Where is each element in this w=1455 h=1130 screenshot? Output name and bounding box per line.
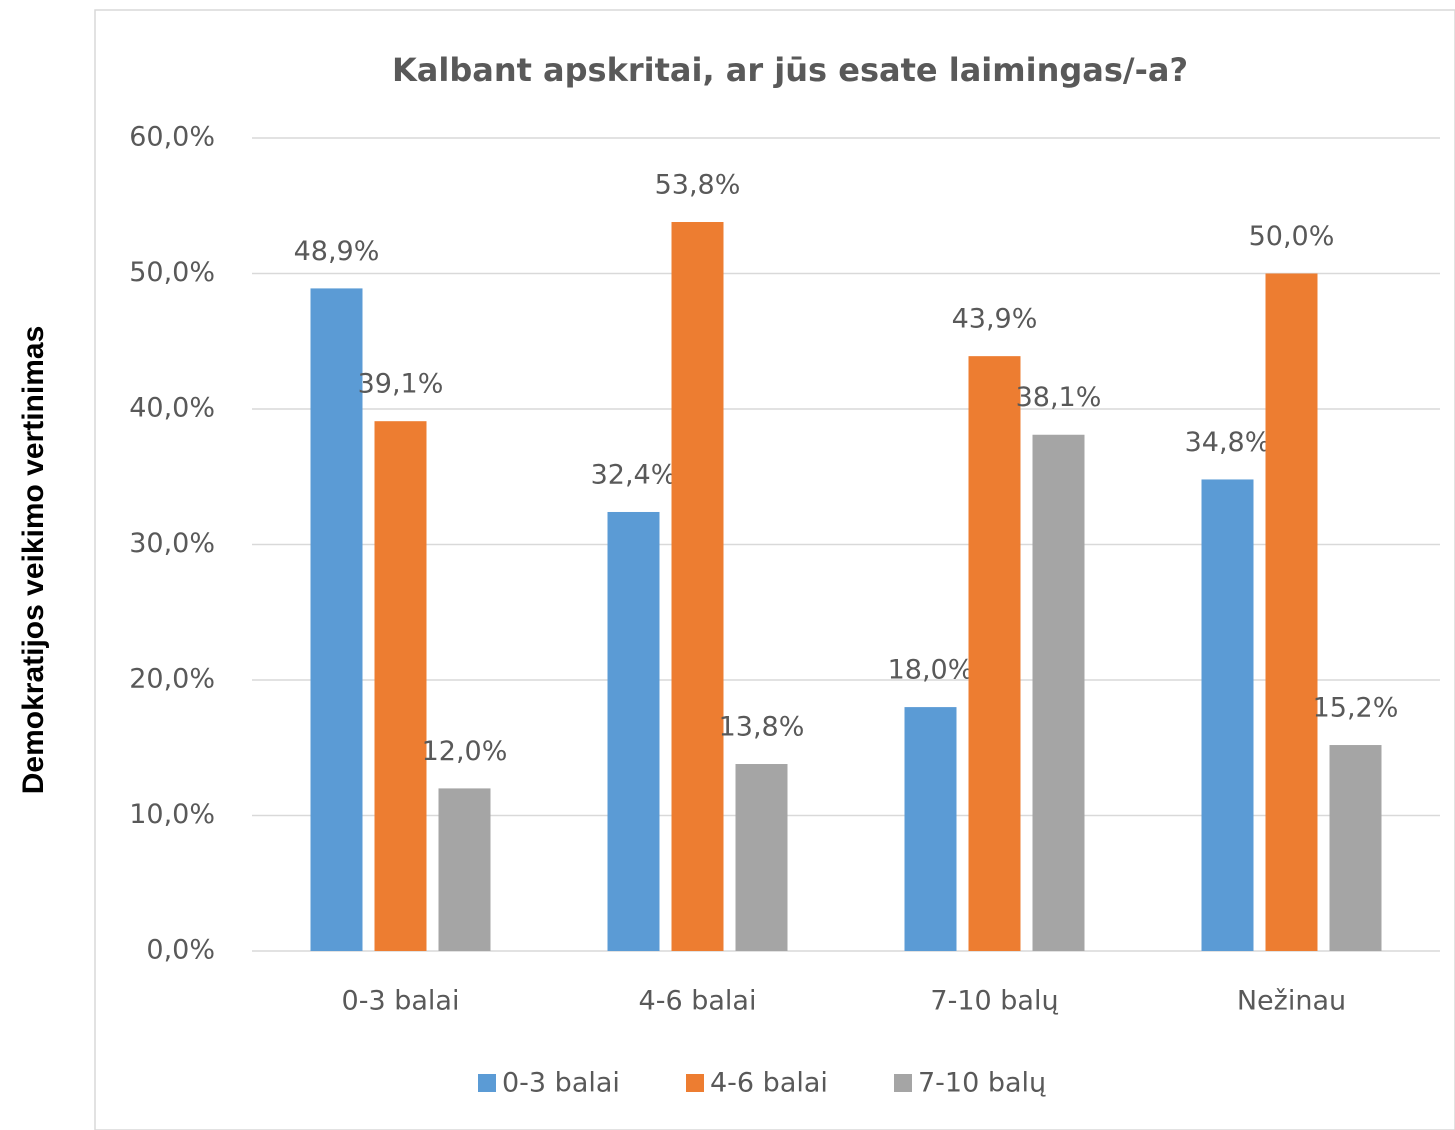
legend-label: 0-3 balai bbox=[502, 1068, 620, 1099]
bar bbox=[904, 707, 957, 951]
bar bbox=[1032, 434, 1085, 951]
bar bbox=[735, 764, 788, 951]
legend-label: 4-6 balai bbox=[710, 1068, 828, 1099]
data-label: 12,0% bbox=[422, 736, 508, 767]
legend-label: 7-10 balų bbox=[918, 1068, 1046, 1099]
y-tick-label: 40,0% bbox=[129, 393, 215, 424]
data-label: 18,0% bbox=[888, 655, 974, 686]
y-tick-label: 50,0% bbox=[129, 257, 215, 288]
data-label: 48,9% bbox=[294, 236, 380, 267]
bar bbox=[968, 356, 1021, 951]
chart-title: Kalbant apskritai, ar jūs esate laiminga… bbox=[392, 51, 1188, 89]
data-label: 15,2% bbox=[1313, 693, 1399, 724]
bar bbox=[1329, 745, 1382, 951]
x-tick-label: 7-10 balų bbox=[930, 986, 1058, 1017]
legend-swatch bbox=[478, 1074, 496, 1092]
x-tick-label: Nežinau bbox=[1237, 986, 1346, 1017]
bar bbox=[438, 788, 491, 951]
y-tick-label: 30,0% bbox=[129, 528, 215, 559]
y-tick-label: 20,0% bbox=[129, 664, 215, 695]
legend-swatch bbox=[894, 1074, 912, 1092]
bar bbox=[671, 222, 724, 951]
bar bbox=[1201, 479, 1254, 951]
legend-swatch bbox=[686, 1074, 704, 1092]
data-label: 13,8% bbox=[719, 712, 805, 743]
y-axis-label: Demokratijos veikimo vertinimas bbox=[17, 326, 50, 795]
bar bbox=[1265, 273, 1318, 951]
data-label: 43,9% bbox=[952, 304, 1038, 335]
data-label: 53,8% bbox=[655, 170, 741, 201]
y-tick-label: 10,0% bbox=[129, 799, 215, 830]
data-label: 32,4% bbox=[591, 459, 677, 490]
x-tick-label: 4-6 balai bbox=[639, 986, 757, 1017]
data-label: 50,0% bbox=[1249, 221, 1335, 252]
data-label: 38,1% bbox=[1016, 382, 1102, 413]
x-tick-label: 0-3 balai bbox=[342, 986, 460, 1017]
bar bbox=[374, 421, 427, 951]
y-tick-label: 60,0% bbox=[129, 122, 215, 153]
bar bbox=[310, 288, 363, 951]
bar bbox=[607, 511, 660, 951]
data-label: 39,1% bbox=[358, 369, 444, 400]
data-label: 34,8% bbox=[1185, 427, 1271, 458]
y-tick-label: 0,0% bbox=[146, 935, 215, 966]
